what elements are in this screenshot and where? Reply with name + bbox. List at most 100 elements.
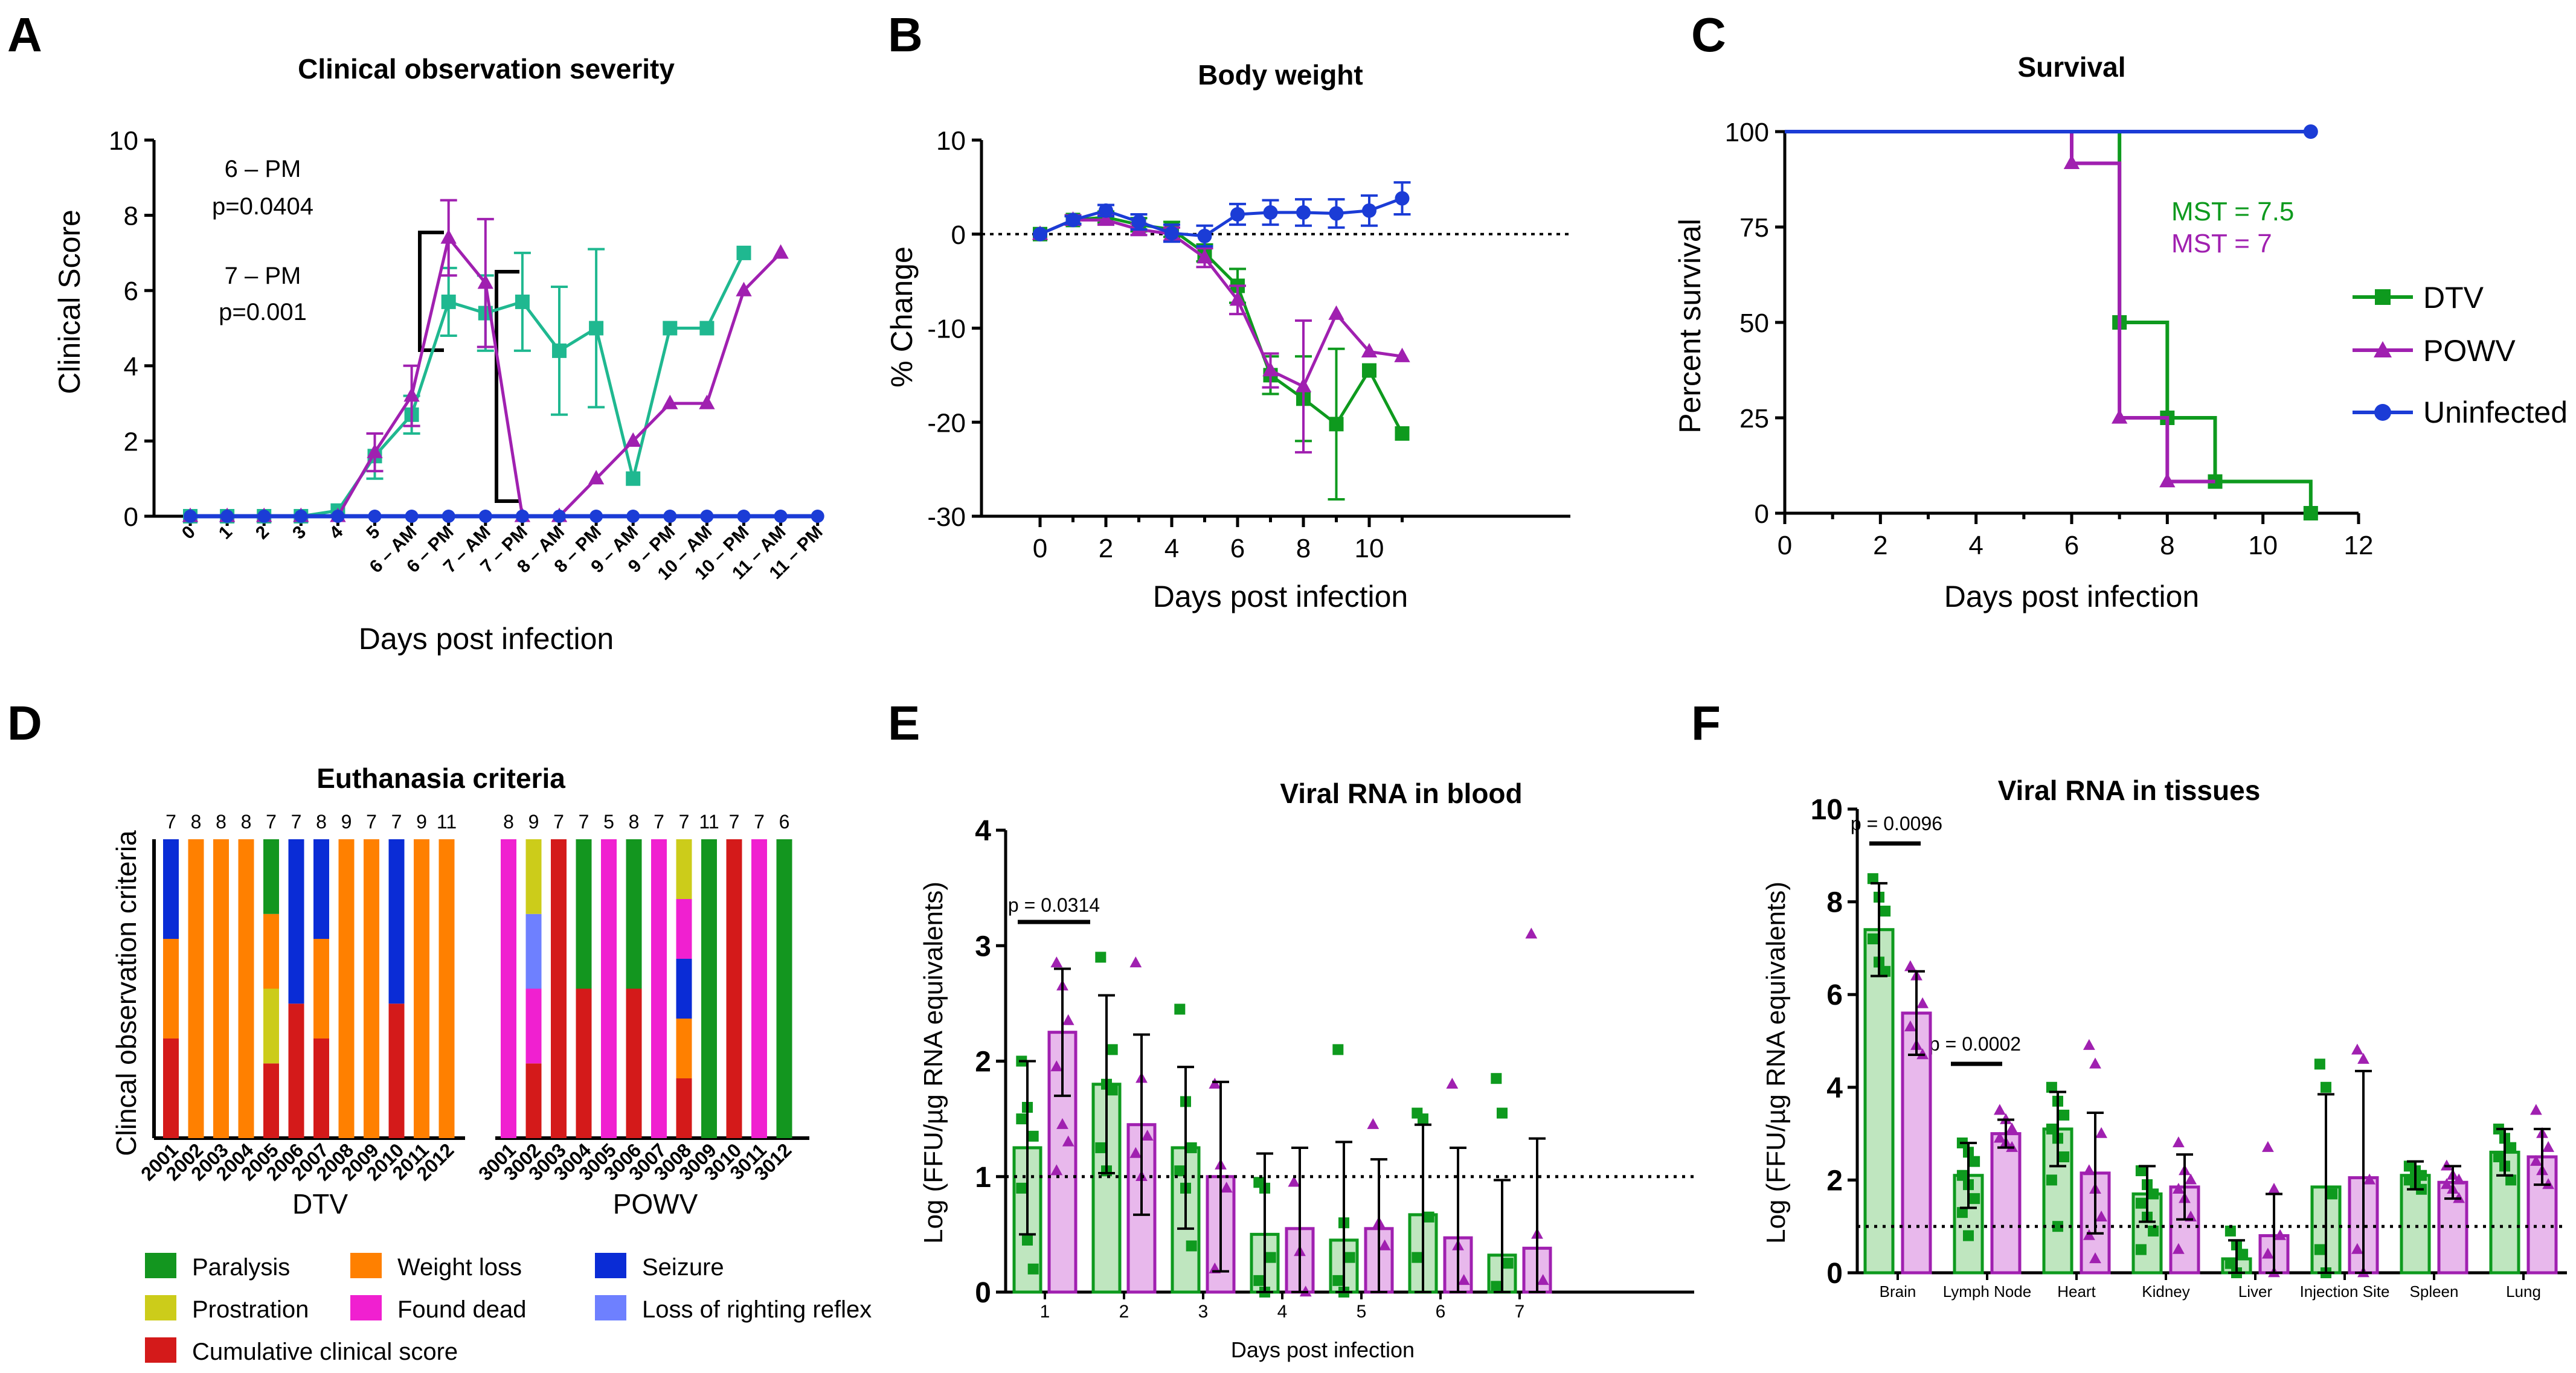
panel-d-bar-segment-paralysis (263, 839, 279, 914)
panel-e-point-powv (1525, 927, 1538, 939)
panel-b-xtick-label: 10 (1355, 534, 1384, 563)
panel-d-day-label: 7 (266, 811, 277, 833)
panel-d-bar-segment-seizure (163, 839, 179, 939)
legend-powv-label: POWV (2423, 334, 2516, 368)
panel-e-point-dtv (1186, 1142, 1197, 1153)
panel-f-point-dtv (1963, 1230, 1974, 1241)
panel-b-point-powv (1196, 249, 1213, 264)
panel-c-xtick-label: 0 (1778, 531, 1792, 560)
panel-e-point-dtv (1174, 1165, 1186, 1177)
panel-e-title: Viral RNA in blood (1280, 778, 1522, 809)
panel-a-point-uninfected (774, 510, 788, 523)
panel-e-point-powv (1141, 1130, 1154, 1141)
panel-b-point-powv (1229, 291, 1246, 306)
panel-b-body-weight: Body weight % Change Days post infection… (885, 59, 1570, 613)
panel-a-point-dtv (736, 245, 751, 260)
panel-b-point-powv (1328, 305, 1344, 320)
panel-f-point-powv (2172, 1182, 2185, 1194)
panel-b-xtick-label: 0 (1033, 534, 1047, 563)
panel-a-point-uninfected (737, 510, 751, 523)
panel-f-point-powv (2529, 1154, 2542, 1166)
panel-a-point-powv (477, 274, 493, 289)
panel-f-ytick-label: 8 (1826, 887, 1843, 919)
panel-e-point-powv (1050, 1164, 1063, 1176)
panel-f-point-powv (1993, 1104, 2006, 1115)
panel-a-xlabel: Days post infection (359, 622, 614, 656)
panel-a-ytick-label: 4 (124, 352, 138, 382)
panel-e-point-dtv (1332, 1275, 1344, 1286)
panel-e-point-dtv (1502, 1258, 1514, 1269)
panel-b-point-powv (1262, 362, 1279, 377)
panel-e-point-powv (1288, 1176, 1300, 1187)
panel-b-ytick-label: -30 (927, 502, 966, 532)
panel-f-point-powv (2351, 1243, 2363, 1254)
panel-f-point-powv (2089, 1057, 2101, 1069)
panel-a-point-dtv (552, 343, 567, 358)
panel-e-point-dtv (1186, 1240, 1197, 1252)
panel-d-bar-segment-seizure (388, 839, 405, 1004)
legend-swatch-prostration (145, 1295, 176, 1320)
panel-a-point-uninfected (811, 510, 824, 523)
panel-a-point-uninfected (515, 510, 529, 523)
panel-f-point-dtv (2321, 1081, 2331, 1093)
panel-e-xtick-label: 4 (1277, 1302, 1288, 1322)
panel-f-point-powv (1904, 960, 1916, 971)
panel-c-xlabel: Days post infection (1944, 580, 2199, 613)
panel-f-ytick-label: 0 (1826, 1258, 1843, 1290)
panel-f-point-dtv (2148, 1188, 2159, 1200)
panel-f-xtick-label: Spleen (2410, 1282, 2459, 1301)
panel-f-point-dtv (2224, 1225, 2236, 1237)
panel-f-ytick-label: 10 (1811, 794, 1843, 826)
panel-e-point-dtv (1423, 1211, 1434, 1223)
panel-f-point-dtv (2148, 1225, 2159, 1237)
panel-d-bar-segment-weight-loss (676, 1019, 692, 1078)
panel-e-point-powv (1056, 1118, 1068, 1129)
panel-a-significance-bracket-2 (495, 270, 519, 503)
panel-c-ytick-label: 25 (1739, 404, 1769, 434)
legend-label-cumulative: Cumulative clinical score (192, 1339, 458, 1365)
panel-b-xtick-label: 6 (1230, 534, 1245, 563)
panel-a-point-uninfected (700, 510, 714, 523)
panel-f-point-dtv (2224, 1258, 2236, 1269)
panel-c-xtick-label: 10 (2248, 531, 2278, 560)
panel-letter-e: E (888, 696, 920, 750)
panel-f-point-powv (2274, 1229, 2287, 1240)
panel-f-point-powv (2172, 1243, 2185, 1254)
panel-c-mst-powv: MST = 7 (2171, 229, 2272, 258)
panel-f-point-dtv (1969, 1193, 1980, 1205)
panel-d-group-powv: POWV (613, 1188, 698, 1220)
panel-d-day-label: 7 (579, 811, 589, 833)
panel-b-xtick-label: 4 (1164, 534, 1179, 563)
panel-f-xtick-label: Kidney (2142, 1282, 2190, 1301)
panel-d-day-label: 5 (603, 811, 614, 833)
panel-f-point-powv (2363, 1173, 2376, 1185)
panel-a-point-dtv (699, 321, 715, 336)
panel-f-point-powv (2261, 1141, 2274, 1152)
panel-d-bar-segment-cumulative (626, 988, 642, 1138)
panel-f-point-dtv (2046, 1081, 2057, 1093)
panel-a-annotation-2: p=0.0404 (212, 193, 313, 220)
legend-swatch-weight-loss (350, 1253, 382, 1278)
panel-f-point-powv (2095, 1211, 2108, 1222)
panel-e-point-powv (1050, 1060, 1063, 1072)
panel-f-point-dtv (2058, 1151, 2070, 1162)
panel-a-title: Clinical observation severity (298, 53, 675, 85)
panel-b-point-uninfected (1230, 207, 1245, 222)
panel-c-legend: DTV POWV Uninfected (2353, 281, 2568, 429)
panel-b-ytick-label: -10 (927, 315, 966, 344)
panel-e-ytick-label: 1 (975, 1162, 991, 1194)
panel-e-point-powv (1367, 1118, 1380, 1129)
panel-f-ylabel: Log (FFU/µg RNA equivalents) (1761, 882, 1791, 1244)
panel-f-point-powv (1904, 1020, 1916, 1032)
panel-f-pvalue-lymph: p = 0.0002 (1929, 1033, 2021, 1055)
panel-f-bar-powv (1990, 1132, 2022, 1275)
panel-e-point-powv (1446, 1077, 1459, 1089)
panel-b-xlabel: Days post infection (1153, 580, 1408, 613)
panel-d-bar-segment-found-dead (651, 839, 667, 1138)
panel-b-point-uninfected (1197, 228, 1212, 243)
panel-e-ytick-label: 3 (975, 930, 991, 962)
panel-c-xtick-label: 2 (1873, 531, 1887, 560)
panel-f-title: Viral RNA in tissues (1998, 775, 2261, 806)
panel-e-point-dtv (1418, 1113, 1428, 1125)
legend-powv-marker (2374, 341, 2392, 357)
